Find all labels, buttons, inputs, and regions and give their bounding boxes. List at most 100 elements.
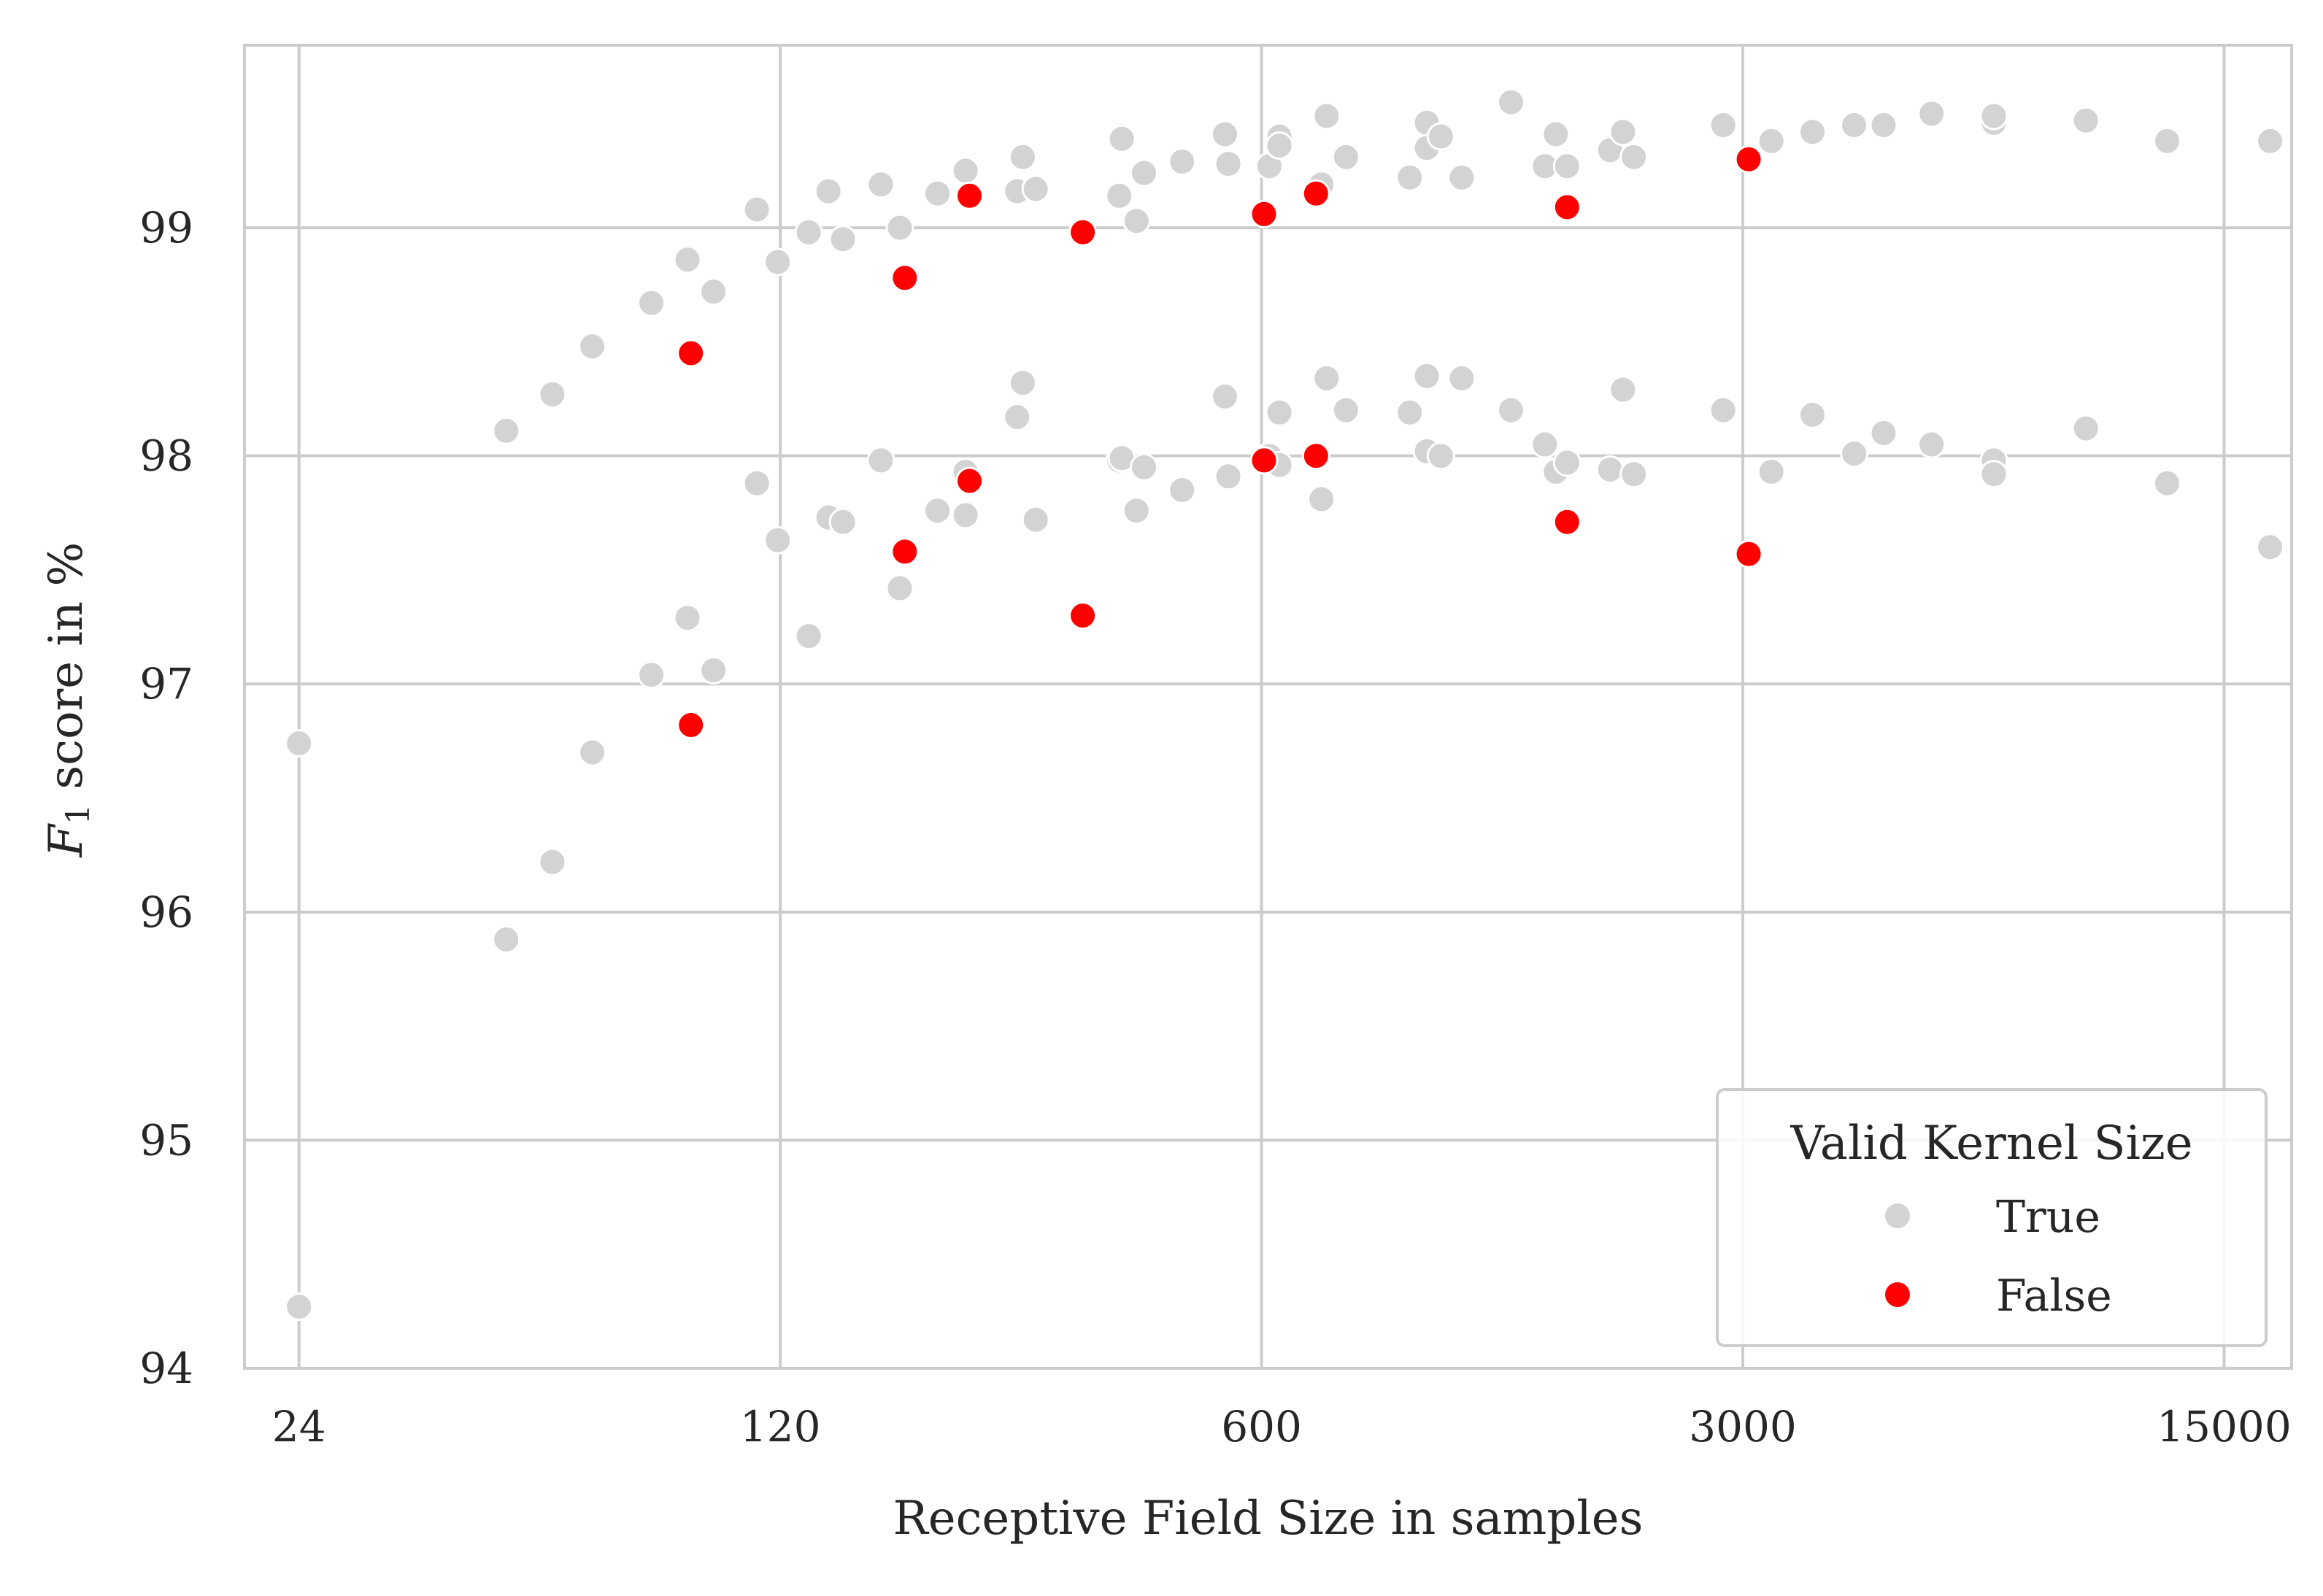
data-point-true xyxy=(1609,375,1638,404)
data-point-true xyxy=(1395,163,1425,192)
data-point-false xyxy=(1068,601,1098,630)
data-point-false xyxy=(1249,199,1279,228)
data-point-true xyxy=(1211,382,1239,411)
data-point-true xyxy=(1331,396,1360,425)
data-point-false xyxy=(1734,539,1763,568)
data-point-false xyxy=(1301,442,1330,471)
data-point-true xyxy=(1021,174,1050,204)
x-tick-label: 120 xyxy=(740,1402,821,1452)
y-tick-label: 97 xyxy=(139,659,193,709)
data-point-true xyxy=(742,195,771,224)
data-point-true xyxy=(2256,533,2285,562)
data-point-true xyxy=(637,288,666,317)
data-point-true xyxy=(1757,458,1786,486)
data-point-true xyxy=(1214,462,1243,491)
legend-label-true: True xyxy=(1996,1192,2100,1243)
data-point-true xyxy=(1130,158,1158,188)
legend-marker-false xyxy=(1885,1282,1910,1307)
y-tick-label: 99 xyxy=(139,203,193,252)
data-point-true xyxy=(1265,131,1294,160)
y-axis-label-subscript: 1 xyxy=(60,804,97,825)
data-point-true xyxy=(1757,126,1786,155)
x-tick-label: 3000 xyxy=(1689,1402,1797,1452)
data-point-false xyxy=(955,466,984,496)
legend-label-false: False xyxy=(1996,1271,2112,1322)
data-point-true xyxy=(492,925,521,954)
data-point-false xyxy=(1734,144,1763,174)
data-point-true xyxy=(794,217,823,247)
data-point-true xyxy=(2153,469,2181,498)
data-point-false xyxy=(1552,507,1582,536)
data-point-true xyxy=(578,332,607,361)
data-point-true xyxy=(1168,147,1197,176)
data-point-true xyxy=(1107,124,1136,153)
data-point-true xyxy=(1552,152,1582,181)
legend-title: Valid Kernel Size xyxy=(1790,1117,2192,1171)
data-point-true xyxy=(673,245,702,274)
data-point-true xyxy=(1917,430,1946,459)
data-point-false xyxy=(1068,217,1098,247)
data-point-true xyxy=(2071,106,2100,135)
x-tick-label: 600 xyxy=(1221,1402,1302,1452)
y-tick-label: 98 xyxy=(139,431,193,481)
data-point-true xyxy=(1130,452,1158,482)
data-point-true xyxy=(2071,414,2100,443)
data-point-true xyxy=(637,660,666,690)
data-point-true xyxy=(828,507,858,536)
legend-box xyxy=(1716,1088,2268,1347)
data-point-true xyxy=(1979,460,2008,489)
data-point-true xyxy=(1497,396,1525,425)
data-point-true xyxy=(1447,163,1476,192)
data-point-true xyxy=(923,179,952,208)
data-point-true xyxy=(1840,439,1869,468)
data-point-true xyxy=(828,225,858,254)
data-point-true xyxy=(1798,400,1827,429)
tick-labels: 24 120 600 3000 15000 94 95 96 97 98 99 xyxy=(139,203,2292,1452)
data-point-true xyxy=(1426,442,1455,471)
data-point-true xyxy=(1105,181,1134,210)
data-point-true xyxy=(1331,142,1360,171)
data-point-true xyxy=(1595,455,1625,484)
data-point-true xyxy=(1395,398,1425,427)
y-tick-label: 95 xyxy=(139,1115,193,1165)
data-point-false xyxy=(1249,446,1279,475)
data-point-true xyxy=(794,622,823,651)
data-point-false xyxy=(955,181,984,210)
data-point-true xyxy=(1708,396,1738,425)
y-axis-label-f: F xyxy=(39,822,93,857)
data-point-true xyxy=(1541,120,1571,149)
data-point-true xyxy=(885,213,914,242)
data-point-true xyxy=(1265,398,1294,427)
data-point-true xyxy=(285,729,314,757)
data-point-true xyxy=(2256,126,2285,155)
data-point-true xyxy=(1552,448,1582,477)
data-point-true xyxy=(285,1292,314,1322)
x-tick-label: 15000 xyxy=(2157,1402,2292,1452)
data-point-true xyxy=(699,277,728,307)
data-point-true xyxy=(1869,418,1898,447)
y-axis-label-rest: score in % xyxy=(39,542,93,804)
legend: Valid Kernel Size True False xyxy=(1716,1088,2268,1347)
data-point-true xyxy=(538,379,567,409)
data-point-true xyxy=(1840,110,1869,139)
data-point-true xyxy=(492,416,521,445)
data-point-true xyxy=(1609,117,1638,147)
data-point-true xyxy=(1021,505,1050,534)
data-point-true xyxy=(699,656,728,685)
data-point-true xyxy=(538,847,567,876)
data-point-true xyxy=(742,469,771,498)
data-point-true xyxy=(763,247,793,277)
data-points xyxy=(285,88,2285,1322)
data-point-false xyxy=(890,537,920,566)
data-point-true xyxy=(866,170,895,199)
data-point-true xyxy=(1214,150,1243,178)
data-point-true xyxy=(1122,496,1151,525)
data-point-true xyxy=(763,525,793,555)
data-point-false xyxy=(890,263,920,293)
data-point-true xyxy=(885,574,914,603)
data-point-true xyxy=(1008,142,1037,171)
plot-frame xyxy=(243,44,2293,1370)
data-point-true xyxy=(1168,476,1197,504)
